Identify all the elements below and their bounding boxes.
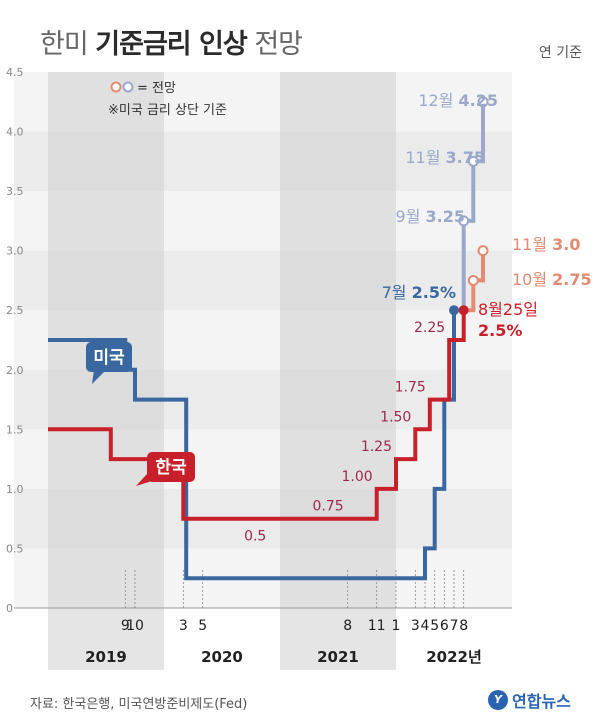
y-tick-label: 4.5	[6, 66, 24, 79]
year-label: 2021	[317, 648, 359, 666]
x-tick-label: 8	[343, 618, 352, 634]
x-tick-label: 5	[198, 618, 207, 634]
badge-kr-pointer	[136, 474, 155, 486]
anno-us-dec: 12월 4.25	[418, 91, 498, 110]
x-tick-label: 10	[126, 618, 144, 634]
anno-kr-aug-month: 8월25일	[478, 300, 538, 319]
year-label: 2019	[85, 648, 127, 666]
year-shade	[280, 72, 396, 670]
source-note: 자료: 한국은행, 미국연방준비제도(Fed)	[30, 697, 248, 712]
series-line-us	[48, 310, 456, 581]
x-tick-label: 3	[411, 618, 420, 634]
forecast-point	[477, 96, 489, 108]
y-tick-label: 4.0	[6, 126, 24, 139]
badge-us-label: 미국	[93, 348, 125, 368]
forecast-point	[467, 155, 479, 167]
anno-us-jul: 7월 2.5%	[382, 283, 456, 302]
forecast-point	[458, 215, 470, 227]
legend-kr-forecast-icon	[110, 81, 122, 93]
badge-kr: 한국	[136, 452, 195, 486]
anno-us-dec-value: 4.25	[459, 91, 498, 110]
forecast-point	[467, 274, 479, 286]
legend-us-forecast-icon	[122, 81, 134, 93]
title-part-2: 기준금리 인상	[95, 29, 247, 60]
latest-point	[458, 305, 469, 316]
anno-kr-oct-month: 10월	[512, 270, 552, 289]
x-tick-label: 7	[450, 618, 459, 634]
x-tick-label: 8	[459, 618, 468, 634]
page-title: 한미 기준금리 인상 전망	[40, 22, 303, 61]
anno-us-sep-value: 3.25	[426, 207, 465, 226]
kr-data-label: 0.5	[244, 528, 266, 544]
latest-point	[449, 305, 459, 316]
kr-data-label: 2.25	[414, 320, 445, 336]
anno-us-sep: 9월 3.25	[396, 207, 465, 226]
kr-data-label: 1.50	[380, 409, 411, 425]
year-label: 2022년	[426, 648, 482, 666]
legend-label: = 전망	[137, 81, 176, 96]
y-tick-label: 0	[6, 602, 13, 615]
x-tick-label: 9	[121, 618, 130, 634]
chart-note: ※미국 금리 상단 기준	[108, 103, 227, 118]
anno-kr-oct-value: 2.75	[552, 270, 591, 289]
x-tick-label: 5	[430, 618, 439, 634]
kr-data-label: 1.75	[395, 380, 426, 396]
x-tick-label: 11	[368, 618, 386, 634]
y-tick-label: 3.0	[6, 245, 24, 258]
badge-us: 미국	[86, 342, 132, 384]
anno-kr-nov-month: 11월	[512, 235, 552, 254]
y-tick-label: 2.5	[6, 304, 24, 317]
x-tick-label: 4	[421, 618, 430, 634]
badge-kr-box	[147, 452, 195, 482]
logo-mark-icon: Y	[488, 690, 508, 710]
anno-us-dec-month: 12월	[418, 91, 458, 110]
anno-kr-oct: 10월 2.75	[512, 270, 592, 289]
y-tick-label: 0.5	[6, 542, 24, 555]
x-tick-label: 3	[179, 618, 188, 634]
anno-us-jul-value: 2.5%	[412, 283, 456, 302]
forecast-point	[477, 245, 489, 257]
x-tick-label: 6	[440, 618, 449, 634]
badge-us-pointer	[92, 370, 106, 384]
anno-us-jul-month: 7월	[382, 283, 412, 302]
title-part-3: 전망	[254, 29, 303, 60]
anno-kr-nov-value: 3.0	[552, 235, 580, 254]
yonhap-logo: Y 연합뉴스	[488, 688, 571, 712]
anno-us-nov-month: 11월	[405, 148, 445, 167]
anno-kr-aug-value: 2.5%	[478, 321, 522, 340]
y-tick-label: 1.5	[6, 423, 24, 436]
kr-data-label: 1.25	[361, 439, 392, 455]
badge-kr-label: 한국	[155, 458, 187, 478]
kr-data-label: 1.00	[341, 469, 372, 485]
y-tick-label: 3.5	[6, 185, 24, 198]
anno-us-nov: 11월 3.75	[405, 148, 485, 167]
anno-us-sep-month: 9월	[396, 207, 426, 226]
x-tick-label: 1	[392, 618, 401, 634]
unit-note: 연 기준	[538, 45, 582, 61]
badge-us-box	[86, 342, 132, 372]
y-tick-label: 1.0	[6, 483, 24, 496]
anno-us-nov-value: 3.75	[446, 148, 485, 167]
kr-data-label: 0.75	[312, 499, 343, 515]
anno-kr-nov: 11월 3.0	[512, 235, 581, 254]
y-tick-label: 2.0	[6, 364, 24, 377]
logo-text: 연합뉴스	[512, 692, 571, 711]
year-label: 2020	[201, 648, 243, 666]
title-part-1: 한미	[40, 29, 89, 60]
